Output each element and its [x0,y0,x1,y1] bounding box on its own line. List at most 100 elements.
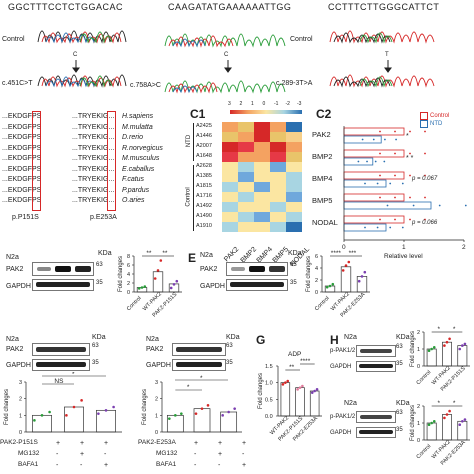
ytick-label: 0 [315,290,318,296]
c1-heat-cell [270,122,286,132]
chromatogram-left-control [37,30,127,44]
alignment-seq-a: ...EKDGFPS [2,176,42,183]
h-bot-gband [359,430,393,434]
f2-marker2: 35 [226,360,233,366]
c1-heat-cell [286,152,302,162]
h-bot-marker2: 35 [396,427,403,433]
d-marker1: 63 [96,262,103,268]
ytick-label: 2 [417,404,420,410]
h-top-marker1: 63 [396,344,403,350]
ytick-label: 4 [315,266,318,272]
c1-heat-cell [222,152,238,162]
f2-row2: GAPDH [146,362,171,369]
f1-chart: 0 1 2 3 Fold changes NS * [4,372,122,436]
condition-sign: - [56,462,59,469]
data-point [341,269,345,272]
f1-row2: GAPDH [6,362,31,369]
c1-heat-cell [222,132,238,142]
chromatograms [37,30,435,94]
data-point [443,344,446,347]
data-point [172,283,176,286]
alignment-species: O.aries [122,197,145,204]
sig-star: *** [349,250,357,257]
d-blot-gapdh [32,279,94,291]
panel-label-e: E [188,251,197,265]
data-point [448,409,451,413]
c1-scale-tick: 0 [262,101,266,107]
c2-dot-ntd [401,226,404,229]
data-point [363,270,367,274]
condition-name: BAFA1 [156,461,177,468]
condition-sign: - [194,451,197,458]
c2-dot-ntd [376,182,379,185]
d-band-2 [55,266,71,272]
c2-dot-control [379,196,381,199]
chrom-right-arrow-label: T [385,52,389,58]
c1-heat-cell [238,162,254,172]
ytick-label: 1 [155,413,158,419]
c2-dot-control [394,130,396,133]
c1-heat-cell [238,212,254,222]
c1-heatmap [222,122,302,232]
chrom-right-mut-label: c.289-3T>A [276,80,313,87]
data-point [281,383,285,386]
c1-col-labels: PAK2 BMP2 BMP4 BMP5 NODAL [222,234,311,268]
c1-heat-cell [270,162,286,172]
data-point [430,421,433,425]
data-point [445,340,449,344]
ylabel: Fold changes [258,373,264,409]
data-point [296,388,299,391]
c2-dot-ntd [383,160,386,163]
data-point [72,405,76,409]
ylabel: Fold changes [410,405,416,441]
data-point [233,407,236,410]
ytick-label: 0.0 [265,414,273,420]
c1-control-bracket [193,165,196,231]
sig-star: * [72,372,75,378]
f2-gband [176,362,222,367]
c1-heat-cell [286,162,302,172]
ylabel: Fold changes [4,389,10,425]
data-point [140,286,144,289]
data-point [97,412,100,415]
c2-legend-swatch-control [420,112,428,120]
alignment-species: M.mulatta [122,123,153,131]
h-bot-row2: GAPDH [330,430,352,436]
c2-xtick-label: 1 [402,244,406,251]
c1-heat-cell [286,212,302,222]
data-point [357,279,361,283]
c2-dot-control [394,152,396,155]
data-point [156,269,160,272]
c2-dot-ntd [374,160,377,163]
ytick-label: 2 [127,281,130,287]
f1-row1: PAK2 [6,346,24,353]
c1-row-label: A2425 [196,123,212,129]
c1-row-label: A1446 [196,133,212,139]
ytick-label: 0 [19,430,22,436]
alignment-foot-b: p.E253A [90,214,117,221]
alignment-seq-a: ...EKDGFPS [2,186,42,194]
alignment-seq-b: ...TRYEKIG... [72,165,115,173]
alignment-seq-a: ...EKDGFPS [2,165,42,173]
data-point [458,347,462,351]
c1-scale-tick: -2 [285,101,290,107]
c1-heat-cell [254,142,270,152]
seq-mid: CAAGATATGAAAAAATTGG [168,2,292,12]
c1-row-label: A1490 [196,213,212,219]
c1-heat-cell [286,192,302,202]
c1-heat-cell [286,132,302,142]
c1-row-label: A1385 [196,173,212,179]
c2-dot-ntd [376,226,379,229]
h-bot-kda: KDa [396,400,410,407]
mutation-arrows [72,60,392,73]
c2-gene-label: PAK2 [312,130,331,139]
sig-star: **** [331,250,342,257]
seq-right: CCTTTCTTGGGCATTCT [328,2,440,12]
condition-sign: + [194,440,199,447]
h-top-row1: p-PAK1/2 [330,348,356,354]
c2-dot-control [379,218,381,221]
alignment-species: P.pardus [122,186,150,194]
condition-sign: - [80,462,83,469]
chrom-mid-mut-label: c.758A>C [130,82,161,89]
